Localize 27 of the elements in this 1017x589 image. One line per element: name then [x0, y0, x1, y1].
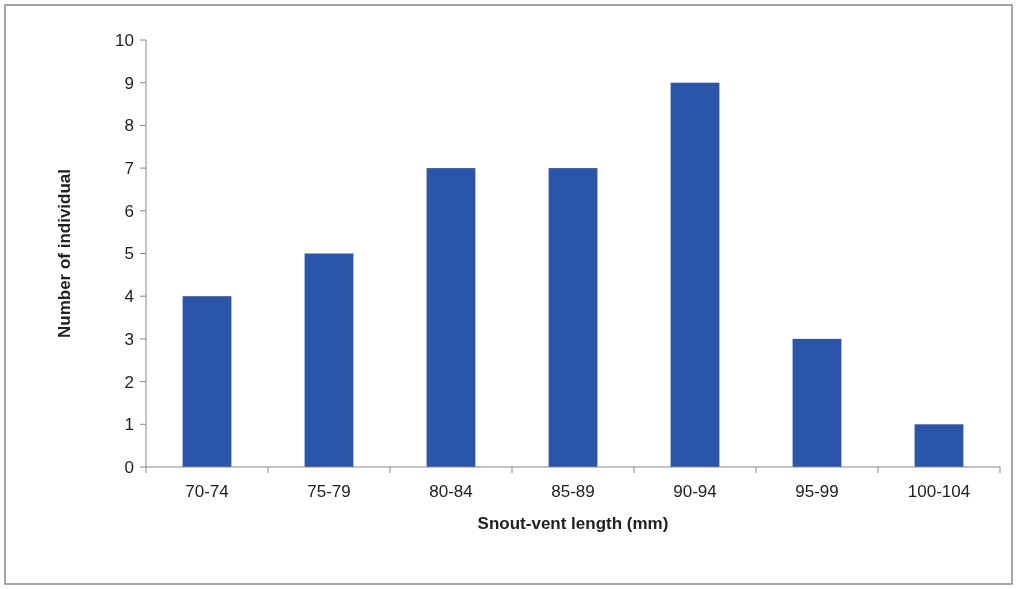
x-tick-label: 75-79: [307, 482, 351, 501]
bar: [792, 338, 842, 467]
x-tick-label: 80-84: [429, 482, 473, 501]
x-tick-label: 100-104: [907, 482, 971, 501]
bar: [548, 168, 598, 467]
y-tick-label: 10: [115, 30, 134, 50]
x-tick-label: 90-94: [673, 482, 717, 501]
y-tick-label: 5: [124, 244, 134, 264]
y-axis-title: Number of individual: [55, 168, 74, 339]
bar: [670, 82, 720, 467]
bar: [426, 168, 476, 467]
y-tick-label: 2: [124, 372, 134, 392]
bar: [914, 424, 964, 467]
y-tick-label: 7: [124, 159, 134, 179]
x-tick-label: 85-89: [551, 482, 595, 501]
y-tick-label: 0: [124, 457, 134, 477]
y-tick-label: 8: [124, 116, 134, 136]
x-axis-title: Snout-vent length (mm): [477, 514, 669, 533]
x-tick-label: 95-99: [795, 482, 839, 501]
y-tick-label: 4: [124, 287, 134, 307]
x-tick-label: 70-74: [185, 482, 229, 501]
y-tick-label: 3: [124, 329, 134, 349]
y-tick-label: 1: [124, 415, 134, 435]
y-tick-label: 9: [124, 73, 134, 93]
y-tick-label: 6: [124, 201, 134, 221]
bar: [304, 253, 354, 467]
bar: [182, 296, 232, 467]
